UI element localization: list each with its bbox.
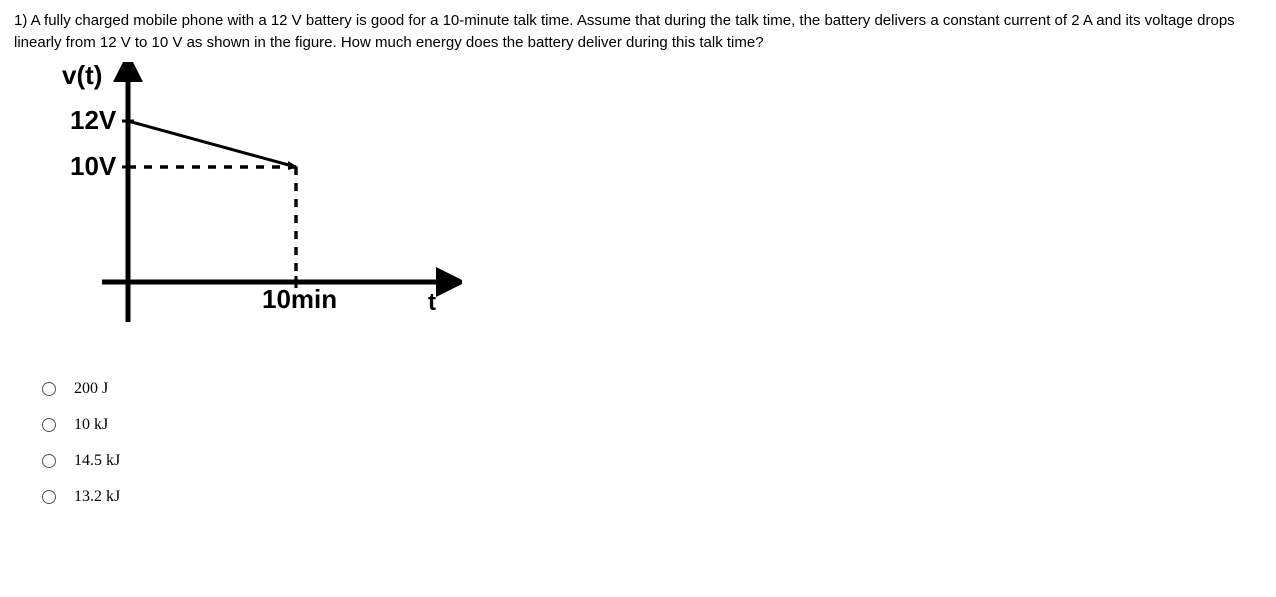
- option-label: 14.5 kJ: [74, 452, 120, 470]
- answer-option[interactable]: 14.5 kJ: [42, 452, 1262, 470]
- svg-text:t: t: [428, 289, 436, 316]
- option-label: 10 kJ: [74, 416, 108, 434]
- option-label: 200 J: [74, 380, 108, 398]
- svg-text:v(t): v(t): [62, 62, 102, 90]
- answer-option[interactable]: 10 kJ: [42, 416, 1262, 434]
- radio-icon: [42, 382, 56, 396]
- radio-icon: [42, 418, 56, 432]
- radio-icon: [42, 490, 56, 504]
- svg-text:10V: 10V: [70, 151, 117, 181]
- answer-option[interactable]: 13.2 kJ: [42, 488, 1262, 506]
- answer-option[interactable]: 200 J: [42, 380, 1262, 398]
- option-label: 13.2 kJ: [74, 488, 120, 506]
- question-text: 1) A fully charged mobile phone with a 1…: [14, 10, 1262, 54]
- radio-icon: [42, 454, 56, 468]
- answer-options: 200 J 10 kJ 14.5 kJ 13.2 kJ: [42, 380, 1262, 506]
- svg-text:10min: 10min: [262, 284, 337, 314]
- svg-text:12V: 12V: [70, 105, 117, 135]
- voltage-time-chart: v(t) 12V 10V 10min t: [42, 62, 1262, 356]
